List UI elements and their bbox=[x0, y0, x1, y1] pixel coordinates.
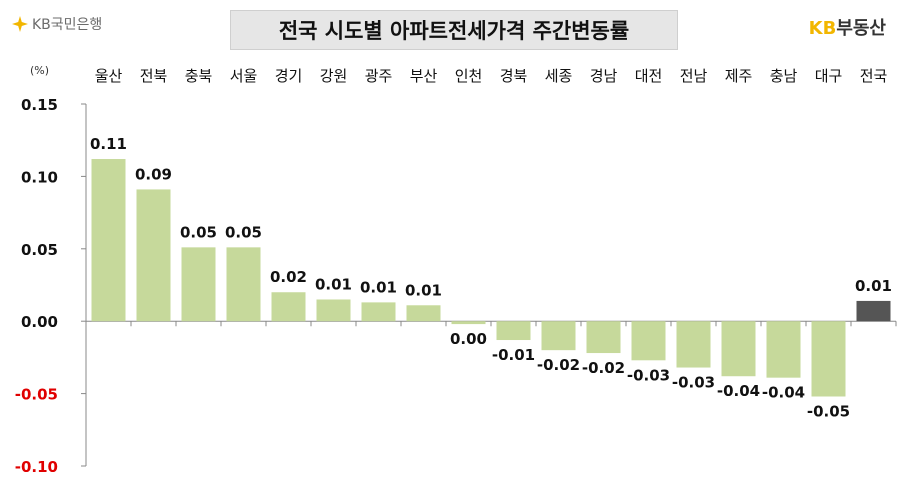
y-tick-label: 0.10 bbox=[21, 168, 58, 186]
category-label: 제주 bbox=[725, 67, 753, 85]
category-label: 전북 bbox=[140, 67, 168, 85]
bar-제주 bbox=[721, 321, 756, 377]
data-label: -0.01 bbox=[492, 346, 535, 364]
bar-전남 bbox=[676, 321, 711, 368]
bar-전국 bbox=[856, 300, 891, 322]
bar-서울 bbox=[226, 247, 261, 322]
data-label: -0.04 bbox=[717, 382, 760, 400]
y-tick-label: 0.05 bbox=[21, 241, 58, 259]
data-label: 0.01 bbox=[360, 278, 397, 296]
category-label: 전남 bbox=[680, 67, 708, 85]
category-label: 광주 bbox=[365, 67, 393, 85]
bar-광주 bbox=[361, 302, 396, 322]
data-label: 0.00 bbox=[450, 330, 487, 348]
bar-전북 bbox=[136, 189, 171, 322]
bar-부산 bbox=[406, 305, 441, 322]
y-tick-label: 0.00 bbox=[21, 313, 58, 331]
bar-경남 bbox=[586, 321, 621, 354]
data-label: -0.02 bbox=[582, 359, 625, 377]
brand-kb: KB bbox=[808, 18, 837, 39]
category-label: 충북 bbox=[185, 67, 213, 85]
chart-title: 전국 시도별 아파트전세가격 주간변동률 bbox=[230, 10, 678, 50]
bar-대전 bbox=[631, 321, 666, 361]
bar-충남 bbox=[766, 321, 801, 378]
data-label: 0.11 bbox=[90, 135, 127, 153]
bar-강원 bbox=[316, 299, 351, 322]
data-label: 0.09 bbox=[135, 165, 172, 183]
category-label: 대전 bbox=[635, 67, 663, 85]
data-label: -0.02 bbox=[537, 356, 580, 374]
brand-name: 부동산 bbox=[836, 18, 886, 39]
kb-realestate-logo: KB부동산 bbox=[809, 14, 886, 40]
bank-logo-label: KB국민은행 bbox=[32, 17, 103, 33]
category-label: 충남 bbox=[770, 67, 798, 85]
data-label: 0.02 bbox=[270, 268, 307, 286]
category-label: 경남 bbox=[590, 67, 618, 85]
data-label: -0.05 bbox=[807, 402, 850, 420]
data-label: -0.03 bbox=[627, 366, 670, 384]
category-label: 세종 bbox=[545, 67, 573, 85]
bar-충북 bbox=[181, 247, 216, 322]
data-label: 0.01 bbox=[315, 275, 352, 293]
bar-세종 bbox=[541, 321, 576, 351]
y-tick-label: 0.15 bbox=[21, 96, 58, 114]
y-unit-label: (%) bbox=[30, 64, 50, 77]
bar-인천 bbox=[451, 321, 486, 325]
category-label: 강원 bbox=[320, 67, 348, 85]
category-label: 서울 bbox=[230, 67, 258, 85]
category-label: 경북 bbox=[500, 67, 528, 85]
bar-경북 bbox=[496, 321, 531, 341]
kb-bank-logo: KB국민은행 bbox=[12, 14, 102, 34]
category-label: 울산 bbox=[95, 67, 123, 85]
data-label: 0.01 bbox=[405, 281, 442, 299]
bar-대구 bbox=[811, 321, 846, 397]
data-label: 0.05 bbox=[180, 223, 217, 241]
category-label: 인천 bbox=[455, 67, 483, 85]
category-label: 부산 bbox=[410, 67, 438, 85]
data-label: -0.03 bbox=[672, 374, 715, 392]
kb-star-icon bbox=[12, 16, 28, 32]
category-label: 대구 bbox=[815, 67, 843, 85]
bar-울산 bbox=[91, 159, 126, 322]
data-label: 0.01 bbox=[855, 277, 892, 295]
y-tick-label: -0.10 bbox=[15, 458, 58, 476]
category-label: 경기 bbox=[275, 67, 303, 85]
data-label: -0.04 bbox=[762, 384, 805, 402]
category-label: 전국 bbox=[860, 67, 888, 85]
y-tick-label: -0.05 bbox=[15, 386, 58, 404]
data-label: 0.05 bbox=[225, 223, 262, 241]
bar-경기 bbox=[271, 292, 306, 322]
